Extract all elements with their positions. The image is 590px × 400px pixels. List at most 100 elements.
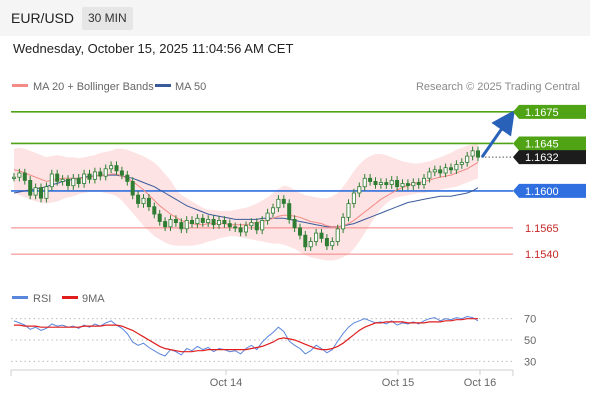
price-candle <box>357 182 362 198</box>
rsi-tick-label: 30 <box>524 356 536 368</box>
rsi-ma-line <box>14 318 478 353</box>
price-candle <box>265 208 270 225</box>
price-candle <box>411 178 416 190</box>
price-candle <box>222 216 227 228</box>
price-candle <box>427 167 432 183</box>
ma20-legend-label: MA 20 + Bollinger Bands <box>33 81 154 93</box>
price-candle <box>448 163 453 174</box>
price-candle <box>470 146 475 161</box>
rsi-tick-label: 50 <box>524 335 536 347</box>
price-candle <box>389 176 394 189</box>
price-candle <box>49 169 54 191</box>
price-candle <box>11 173 16 182</box>
x-axis-tick-label: Oct 15 <box>382 377 414 389</box>
rsi-panel: 70 50 30 <box>11 314 536 368</box>
pivot-level-tag <box>513 183 586 198</box>
price-candle <box>200 214 205 227</box>
price-candle <box>405 179 410 190</box>
price-candle <box>71 174 76 190</box>
price-candle <box>157 209 162 226</box>
last-level-tag <box>513 150 586 165</box>
timeframe-button[interactable]: 30 MIN <box>82 7 133 30</box>
bollinger-band-area <box>14 143 478 261</box>
price-candle <box>432 165 437 177</box>
price-candle <box>292 215 297 232</box>
price-candle <box>130 177 135 200</box>
price-candle <box>260 216 265 235</box>
rsi-legend-swatch <box>12 296 28 299</box>
price-candle <box>136 190 141 208</box>
price-candle <box>454 160 459 174</box>
price-candle <box>421 174 426 189</box>
price-candle <box>416 178 421 189</box>
resistance-level-tag <box>513 136 586 151</box>
price-candle <box>179 218 184 234</box>
price-candle <box>303 231 308 251</box>
price-candle <box>297 223 302 240</box>
price-candle <box>384 178 389 189</box>
level-labels: 1.1675 1.1645 1.1632 1.1600 1.1565 1.1540 <box>513 104 586 261</box>
price-candles <box>11 146 480 251</box>
price-candle <box>243 221 248 237</box>
projection-arrow-line <box>480 109 515 159</box>
price-candle <box>400 179 405 191</box>
price-candle <box>443 163 448 178</box>
price-candle <box>152 202 157 219</box>
projection-arrow <box>480 109 515 159</box>
rsi-ma-legend-label: 9MA <box>82 293 105 305</box>
price-candle <box>189 216 194 228</box>
price-candle <box>475 146 480 162</box>
price-candle <box>39 183 44 203</box>
price-candle <box>249 218 254 230</box>
price-candle <box>66 175 71 190</box>
price-candle <box>114 161 119 176</box>
ma50-legend-swatch <box>155 84 171 87</box>
price-candle <box>168 215 173 231</box>
price-candle <box>17 168 22 182</box>
price-candle <box>33 183 38 200</box>
datetime-label: Wednesday, October 15, 2025 11:04:56 AM … <box>13 41 294 56</box>
price-candle <box>28 176 33 200</box>
price-candle <box>125 170 130 186</box>
price-candle <box>341 213 346 234</box>
price-candle <box>465 151 470 167</box>
x-axis-ticks: Oct 14 Oct 15 Oct 16 <box>210 370 496 389</box>
price-candle <box>335 224 340 246</box>
price-candle <box>254 218 259 235</box>
price-candle <box>76 174 81 188</box>
price-candle <box>22 168 27 185</box>
price-candle <box>119 166 124 180</box>
price-candle <box>206 215 211 227</box>
price-candle <box>60 175 65 186</box>
price-candle <box>44 182 49 203</box>
price-candle <box>362 174 367 191</box>
price-candle <box>270 203 275 218</box>
last-level-label: 1.1632 <box>525 152 559 164</box>
price-candle <box>141 194 146 208</box>
price-candle <box>308 237 313 251</box>
price-candle <box>324 234 329 250</box>
credit-label: Research © 2025 Trading Central <box>416 81 580 93</box>
price-candle <box>438 165 443 178</box>
price-candle <box>238 223 243 237</box>
support-level-label: 1.1540 <box>525 249 559 261</box>
price-candle <box>82 169 87 188</box>
price-candle <box>216 216 221 229</box>
price-candle <box>163 217 168 231</box>
price-candle <box>92 167 97 184</box>
price-candle <box>378 178 383 189</box>
toolbar: EUR/USD 30 MIN <box>0 0 590 36</box>
price-candle <box>330 237 335 250</box>
resistance-level-label: 1.1675 <box>525 107 559 119</box>
x-axis-tick-label: Oct 14 <box>210 377 242 389</box>
price-candle <box>395 176 400 191</box>
price-candle <box>314 228 319 246</box>
x-axis-tick-label: Oct 16 <box>464 377 496 389</box>
pivot-level-label: 1.1600 <box>525 186 559 198</box>
price-candle <box>146 194 151 211</box>
price-candle <box>319 228 324 243</box>
resistance-level-label: 1.1645 <box>525 138 559 150</box>
price-candle <box>55 169 60 186</box>
rsi-ma-legend-swatch <box>62 296 78 299</box>
